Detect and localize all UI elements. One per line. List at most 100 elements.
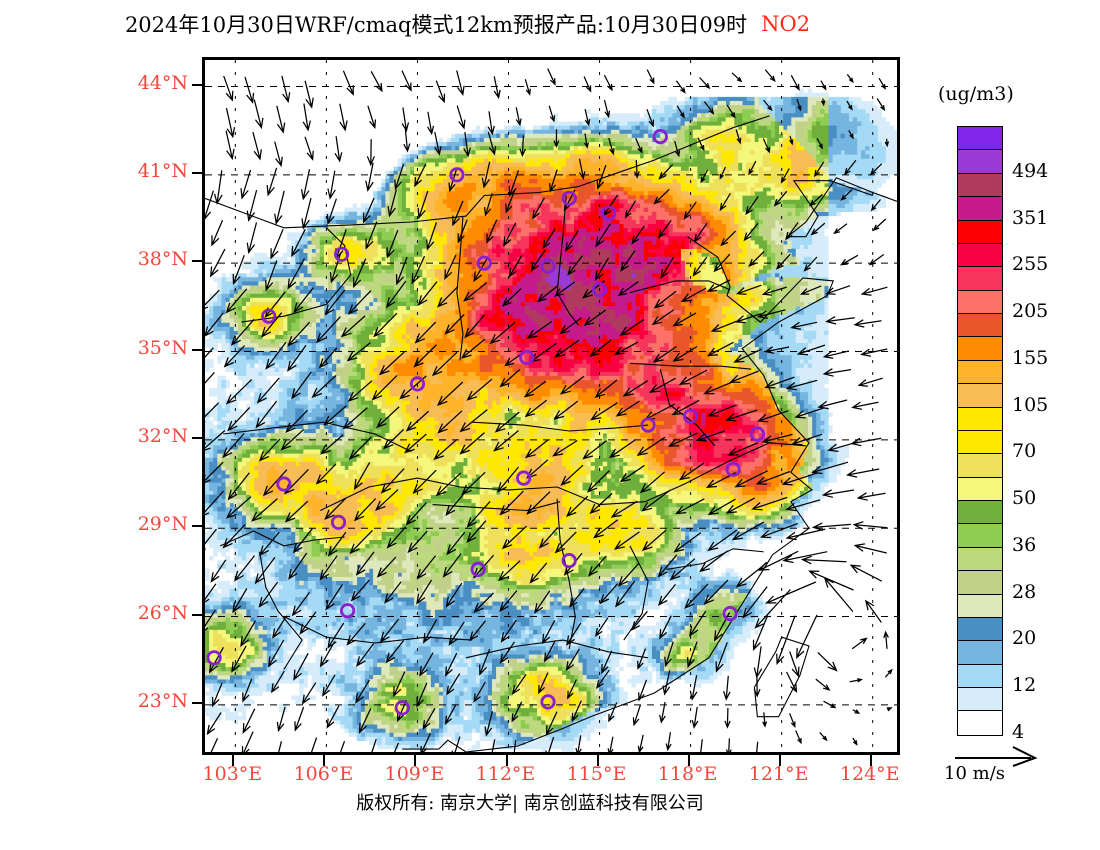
- page-title: 2024年10月30日WRF/cmaq模式12km预报产品:10月30日09时 …: [0, 9, 935, 39]
- colorbar-tick-label: 20: [1012, 627, 1037, 650]
- colorbar-band: [958, 314, 1002, 338]
- city-station-marker[interactable]: [334, 246, 350, 262]
- city-station-marker[interactable]: [540, 694, 556, 710]
- city-station-marker[interactable]: [591, 282, 608, 298]
- colorbar-band: [958, 290, 1002, 314]
- x-axis-tick-label: 121°E: [748, 763, 809, 785]
- colorbar-tick-label: 494: [1012, 159, 1049, 182]
- city-station-marker[interactable]: [330, 514, 347, 530]
- city-station-marker[interactable]: [749, 426, 766, 442]
- y-axis-tick-label: 35°N: [137, 336, 188, 359]
- field-color-class: [545, 265, 636, 290]
- x-axis-tick-label: 115°E: [566, 763, 627, 785]
- colorbar-band: [958, 197, 1002, 221]
- y-axis-tick: [192, 436, 203, 439]
- concentration-field-svg: [205, 60, 897, 752]
- y-axis-tick: [192, 83, 203, 86]
- city-station-marker[interactable]: [561, 552, 577, 569]
- city-station-marker[interactable]: [449, 167, 465, 183]
- station-marker-layer[interactable]: [206, 129, 766, 716]
- city-station-marker[interactable]: [601, 205, 617, 221]
- colorbar-band: [958, 267, 1002, 291]
- colorbar-band: [958, 430, 1002, 455]
- city-station-marker[interactable]: [540, 258, 556, 274]
- field-color-class: [205, 96, 833, 737]
- colorbar-band: [958, 337, 1002, 361]
- colorbar-band: [958, 547, 1002, 572]
- colorbar-band: [958, 688, 1002, 712]
- city-station-marker[interactable]: [640, 417, 656, 433]
- city-station-marker[interactable]: [652, 129, 668, 145]
- colorbar-band: [958, 711, 1002, 735]
- colorbar-band: [958, 243, 1002, 268]
- x-axis-tick: [869, 755, 872, 766]
- colorbar-band: [958, 617, 1002, 642]
- y-axis-tick: [192, 348, 203, 351]
- city-station-marker[interactable]: [470, 561, 486, 577]
- map-plot-area[interactable]: [202, 57, 900, 755]
- y-axis-tick-label: 29°N: [137, 513, 188, 536]
- colorbar-tick-label: 205: [1012, 300, 1049, 323]
- city-station-marker[interactable]: [276, 476, 292, 492]
- colorbar-band: [958, 220, 1002, 244]
- city-station-marker[interactable]: [476, 255, 492, 271]
- x-axis-tick: [687, 755, 690, 766]
- colorbar-tick-label: 12: [1012, 674, 1037, 697]
- field-color-class: [250, 133, 821, 717]
- x-axis-tick: [323, 755, 326, 766]
- x-axis-tick-label: 112°E: [475, 763, 536, 785]
- y-axis-tick: [192, 701, 203, 704]
- colorbar-tick-label: 70: [1012, 440, 1037, 463]
- x-axis-tick: [596, 755, 599, 766]
- x-axis-tick-label: 118°E: [657, 763, 718, 785]
- colorbar-band: [958, 127, 1002, 151]
- colorbar-tick-label: 255: [1012, 253, 1049, 276]
- x-axis-tick-label: 124°E: [839, 763, 900, 785]
- city-station-marker[interactable]: [725, 461, 741, 477]
- colorbar-band: [958, 384, 1002, 408]
- city-station-marker[interactable]: [519, 349, 535, 365]
- field-color-class: [500, 207, 710, 442]
- field-color-class: [475, 195, 768, 471]
- colorbar-tick-label: 28: [1012, 580, 1037, 603]
- city-station-marker[interactable]: [340, 603, 356, 619]
- city-station-marker[interactable]: [394, 700, 410, 716]
- city-station-marker[interactable]: [561, 190, 577, 206]
- colorbar-band: [958, 360, 1002, 385]
- colorbar-band: [958, 594, 1002, 618]
- title-text: 2024年10月30日WRF/cmaq模式12km预报产品:10月30日09时: [124, 13, 748, 37]
- city-station-marker[interactable]: [516, 470, 532, 486]
- city-station-marker[interactable]: [682, 408, 699, 424]
- colorbar-band: [958, 454, 1002, 478]
- y-axis-tick-label: 38°N: [137, 248, 188, 271]
- title-species-label: NO2: [761, 12, 811, 36]
- wind-scale-label: 10 m/s: [944, 763, 1005, 784]
- colorbar-band: [958, 664, 1002, 688]
- y-axis-tick-label: 26°N: [137, 601, 188, 624]
- colorbar-tick-label: 351: [1012, 206, 1049, 229]
- colorbar-tick-label: 36: [1012, 533, 1037, 556]
- x-axis-tick-label: 106°E: [293, 763, 354, 785]
- y-axis-tick: [192, 525, 203, 528]
- colorbar-band: [958, 407, 1002, 431]
- city-station-marker[interactable]: [409, 376, 426, 392]
- colorbar-band: [958, 150, 1002, 174]
- colorbar-tick-label: 155: [1012, 346, 1049, 369]
- city-station-marker[interactable]: [261, 308, 277, 324]
- colorbar-band: [958, 477, 1002, 501]
- x-axis-tick-label: 103°E: [202, 763, 263, 785]
- colorbar-band: [958, 641, 1002, 665]
- colorbar-tick-label: 4: [1012, 721, 1025, 743]
- colorbar-band: [958, 524, 1002, 548]
- y-axis-tick: [192, 260, 203, 263]
- y-axis-tick: [192, 613, 203, 616]
- field-color-class: [209, 117, 829, 725]
- city-station-marker[interactable]: [206, 650, 222, 666]
- city-station-marker[interactable]: [722, 605, 738, 622]
- colorbar-tick-label: 50: [1012, 487, 1037, 510]
- y-axis-tick-label: 41°N: [137, 159, 188, 182]
- field-color-class: [393, 170, 800, 495]
- colorbar-band: [958, 173, 1002, 198]
- colorbar[interactable]: [957, 126, 1003, 736]
